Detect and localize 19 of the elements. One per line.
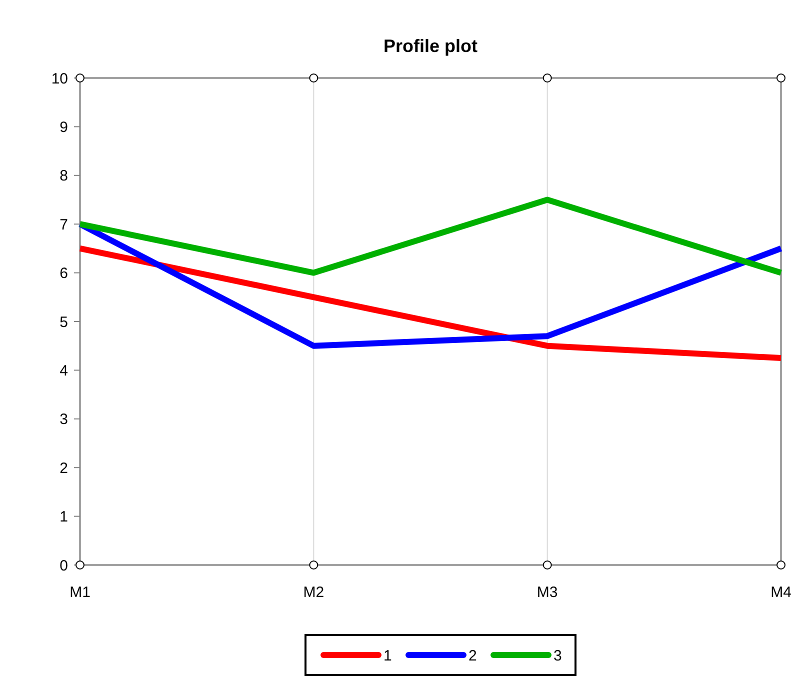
chart-title: Profile plot: [384, 36, 478, 56]
x-tick-label: M3: [536, 584, 558, 601]
y-tick-label: 6: [60, 265, 68, 282]
y-tick-label: 2: [60, 460, 68, 477]
y-tick-label: 5: [60, 314, 68, 331]
x-tick-label: M4: [770, 584, 792, 601]
y-tick-label: 3: [60, 411, 68, 428]
y-tick-label: 9: [60, 118, 68, 136]
y-tick-label: 4: [60, 362, 68, 380]
y-tick-label: 0: [60, 557, 68, 574]
x-tick-label: M2: [303, 584, 324, 601]
legend-label: 3: [554, 647, 562, 664]
legend-label: 2: [468, 647, 477, 664]
y-tick-label: 1: [60, 508, 68, 526]
y-tick-label: 10: [51, 70, 68, 88]
legend-label: 1: [384, 647, 392, 664]
y-tick-label: 8: [60, 168, 68, 185]
x-tick-label: M1: [70, 584, 90, 601]
y-tick-label: 7: [60, 216, 68, 234]
